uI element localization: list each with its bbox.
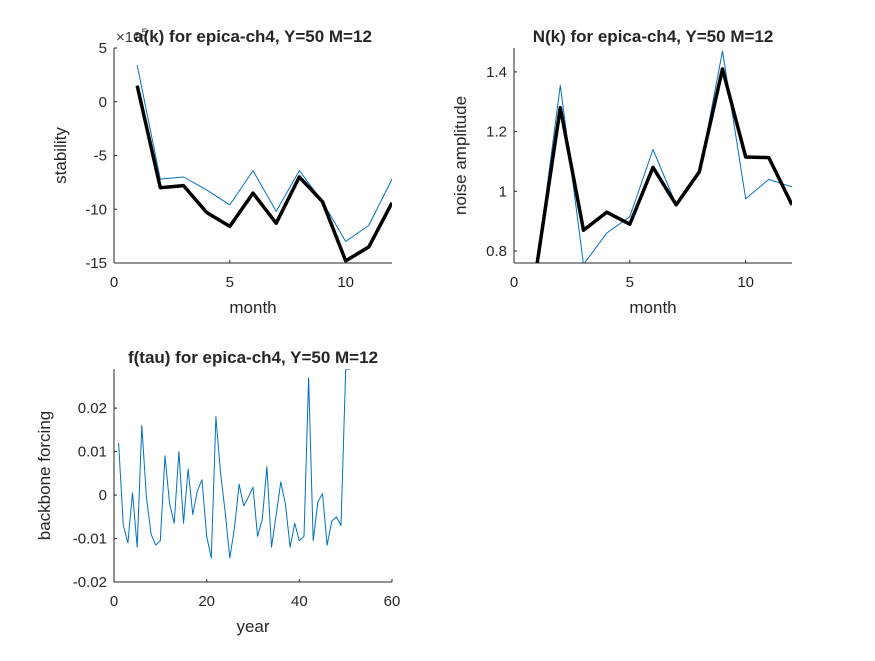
y-tick-label: 0 [99, 487, 107, 504]
series-line-thin [536, 50, 792, 263]
x-axis-label: month [229, 298, 276, 317]
x-tick-label: 0 [510, 274, 518, 291]
x-tick-label: 10 [337, 274, 354, 291]
series-line-thick [135, 85, 392, 263]
x-tick-label: 0 [110, 274, 118, 291]
x-axis-label: month [629, 298, 676, 317]
x-tick-label: 60 [384, 593, 401, 610]
y-exponent-label: ×105 [116, 27, 148, 46]
chart-title: a(k) for epica-ch4, Y=50 M=12 [134, 27, 372, 46]
y-tick-label: -10 [85, 201, 107, 218]
x-tick-label: 0 [110, 593, 118, 610]
y-tick-label: 5 [99, 40, 107, 57]
series-group [535, 50, 792, 263]
panel-noise-amplitude: 0 5 10 1.4 1.2 1 0.8 N(k) for epica-ch4, Y=50 M… [451, 27, 792, 317]
y-tick-label: 0.01 [78, 444, 107, 461]
y-tick-label: -15 [85, 255, 107, 272]
x-tick-label: 5 [626, 274, 634, 291]
y-tick-label: 0.02 [78, 400, 107, 417]
chart-title: N(k) for epica-ch4, Y=50 M=12 [533, 27, 774, 46]
x-tick-label: 40 [291, 593, 308, 610]
x-tick-label: 5 [226, 274, 234, 291]
y-tick-label: 1.4 [486, 64, 507, 81]
y-tick-label: -0.01 [73, 531, 107, 548]
series-group [135, 65, 392, 263]
y-axis-label: stability [51, 127, 70, 184]
y-tick-label: 0.8 [486, 243, 507, 260]
y-tick-label: -0.02 [73, 574, 107, 591]
series-line-thick [535, 67, 792, 263]
series-group [118, 369, 351, 559]
y-tick-label: 1.2 [486, 124, 507, 141]
x-axis-label: year [236, 617, 269, 636]
y-tick-label: 0 [99, 94, 107, 111]
series-line-thin [136, 65, 392, 242]
series-line-thin [118, 369, 351, 559]
x-tick-label: 20 [198, 593, 215, 610]
x-tick-label: 10 [737, 274, 754, 291]
y-axis-label: noise amplitude [451, 96, 470, 215]
y-tick-label: -5 [94, 148, 107, 165]
panel-backbone-forcing: 0 20 40 60 0.02 0.01 0 -0.01 -0.02 f(tau) for epi… [35, 348, 400, 636]
chart-title: f(tau) for epica-ch4, Y=50 M=12 [128, 348, 378, 367]
y-axis-label: backbone forcing [35, 411, 54, 540]
y-tick-label: 1 [499, 183, 507, 200]
